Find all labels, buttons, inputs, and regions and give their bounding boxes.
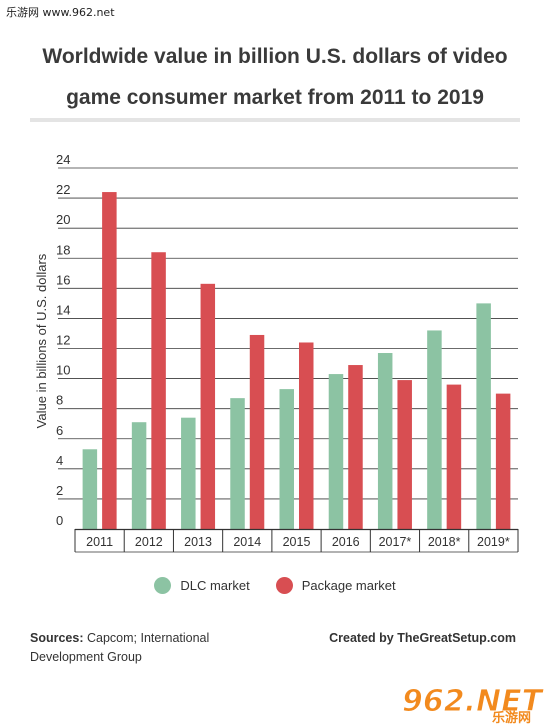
credit-note: Created by TheGreatSetup.com — [329, 631, 516, 645]
x-tick-label-2013: 2013 — [184, 535, 212, 549]
x-tick-label-2012: 2012 — [135, 535, 163, 549]
legend-label-package: Package market — [301, 578, 396, 593]
bar-dlc-2013 — [181, 417, 196, 529]
y-tick-label-8: 8 — [56, 393, 63, 408]
bar-package-2012 — [151, 252, 166, 529]
y-tick-label-0: 0 — [56, 513, 63, 528]
x-tick-label-2011: 2011 — [86, 535, 113, 549]
watermark-logo: 962.NET 乐游网 — [402, 684, 546, 726]
legend-swatch-package — [275, 577, 293, 594]
y-tick-label-6: 6 — [56, 423, 63, 438]
bar-package-2019 — [495, 393, 511, 529]
bar-dlc-2011 — [82, 449, 98, 529]
bar-dlc-2012 — [131, 422, 147, 529]
bar-package-2018 — [446, 384, 462, 529]
x-tick-label-2019: 2019* — [477, 535, 510, 549]
legend-item-dlc: DLC market — [154, 577, 250, 594]
x-tick-label-2018: 2018* — [428, 535, 461, 549]
y-tick-label-16: 16 — [56, 272, 70, 287]
bar-dlc-2016 — [328, 374, 344, 529]
x-tick-label-2016: 2016 — [332, 535, 360, 549]
y-tick-label-20: 20 — [56, 212, 70, 227]
bar-dlc-2018 — [427, 330, 442, 529]
watermark-logo-main: 962.NET — [402, 684, 545, 719]
watermark-logo-sub: 乐游网 — [492, 710, 531, 725]
watermark-top: 乐游网 www.962.net — [6, 6, 115, 19]
x-tick-label-2014: 2014 — [233, 535, 261, 549]
legend-swatch-dlc — [154, 577, 172, 594]
y-tick-label-2: 2 — [56, 483, 63, 498]
y-tick-label-22: 22 — [56, 182, 70, 197]
bar-package-2016 — [348, 365, 363, 529]
legend-label-dlc: DLC market — [180, 578, 250, 593]
sources-text: Capcom; International Development Group — [30, 631, 210, 664]
y-tick-label-4: 4 — [56, 453, 63, 468]
y-tick-label-18: 18 — [56, 242, 70, 257]
legend-item-package: Package market — [275, 577, 396, 594]
sources-label: Sources: — [30, 631, 84, 645]
bar-package-2013 — [200, 283, 216, 529]
bar-package-2015 — [299, 342, 314, 529]
bar-dlc-2014 — [230, 398, 245, 529]
bar-dlc-2019 — [476, 303, 491, 529]
x-tick-label-2017: 2017* — [379, 535, 412, 549]
y-tick-label-10: 10 — [56, 363, 70, 378]
y-tick-label-24: 24 — [56, 152, 70, 167]
bars — [82, 192, 511, 530]
y-axis-label: Value in billions of U.S. dollars — [34, 253, 49, 428]
bar-package-2011 — [102, 192, 117, 530]
bar-package-2017 — [397, 380, 412, 529]
x-tick-label-2015: 2015 — [283, 535, 311, 549]
y-tick-label-14: 14 — [56, 302, 70, 317]
chart-legend: DLC market Package market — [0, 577, 550, 594]
bar-dlc-2017 — [377, 353, 393, 529]
bar-package-2014 — [249, 334, 265, 529]
chart-title: Worldwide value in billion U.S. dollars … — [42, 45, 508, 109]
y-tick-label-12: 12 — [56, 333, 70, 348]
title-divider — [30, 118, 520, 122]
bar-dlc-2015 — [279, 389, 294, 529]
sources-note: Sources: Capcom; International Developme… — [30, 629, 260, 667]
